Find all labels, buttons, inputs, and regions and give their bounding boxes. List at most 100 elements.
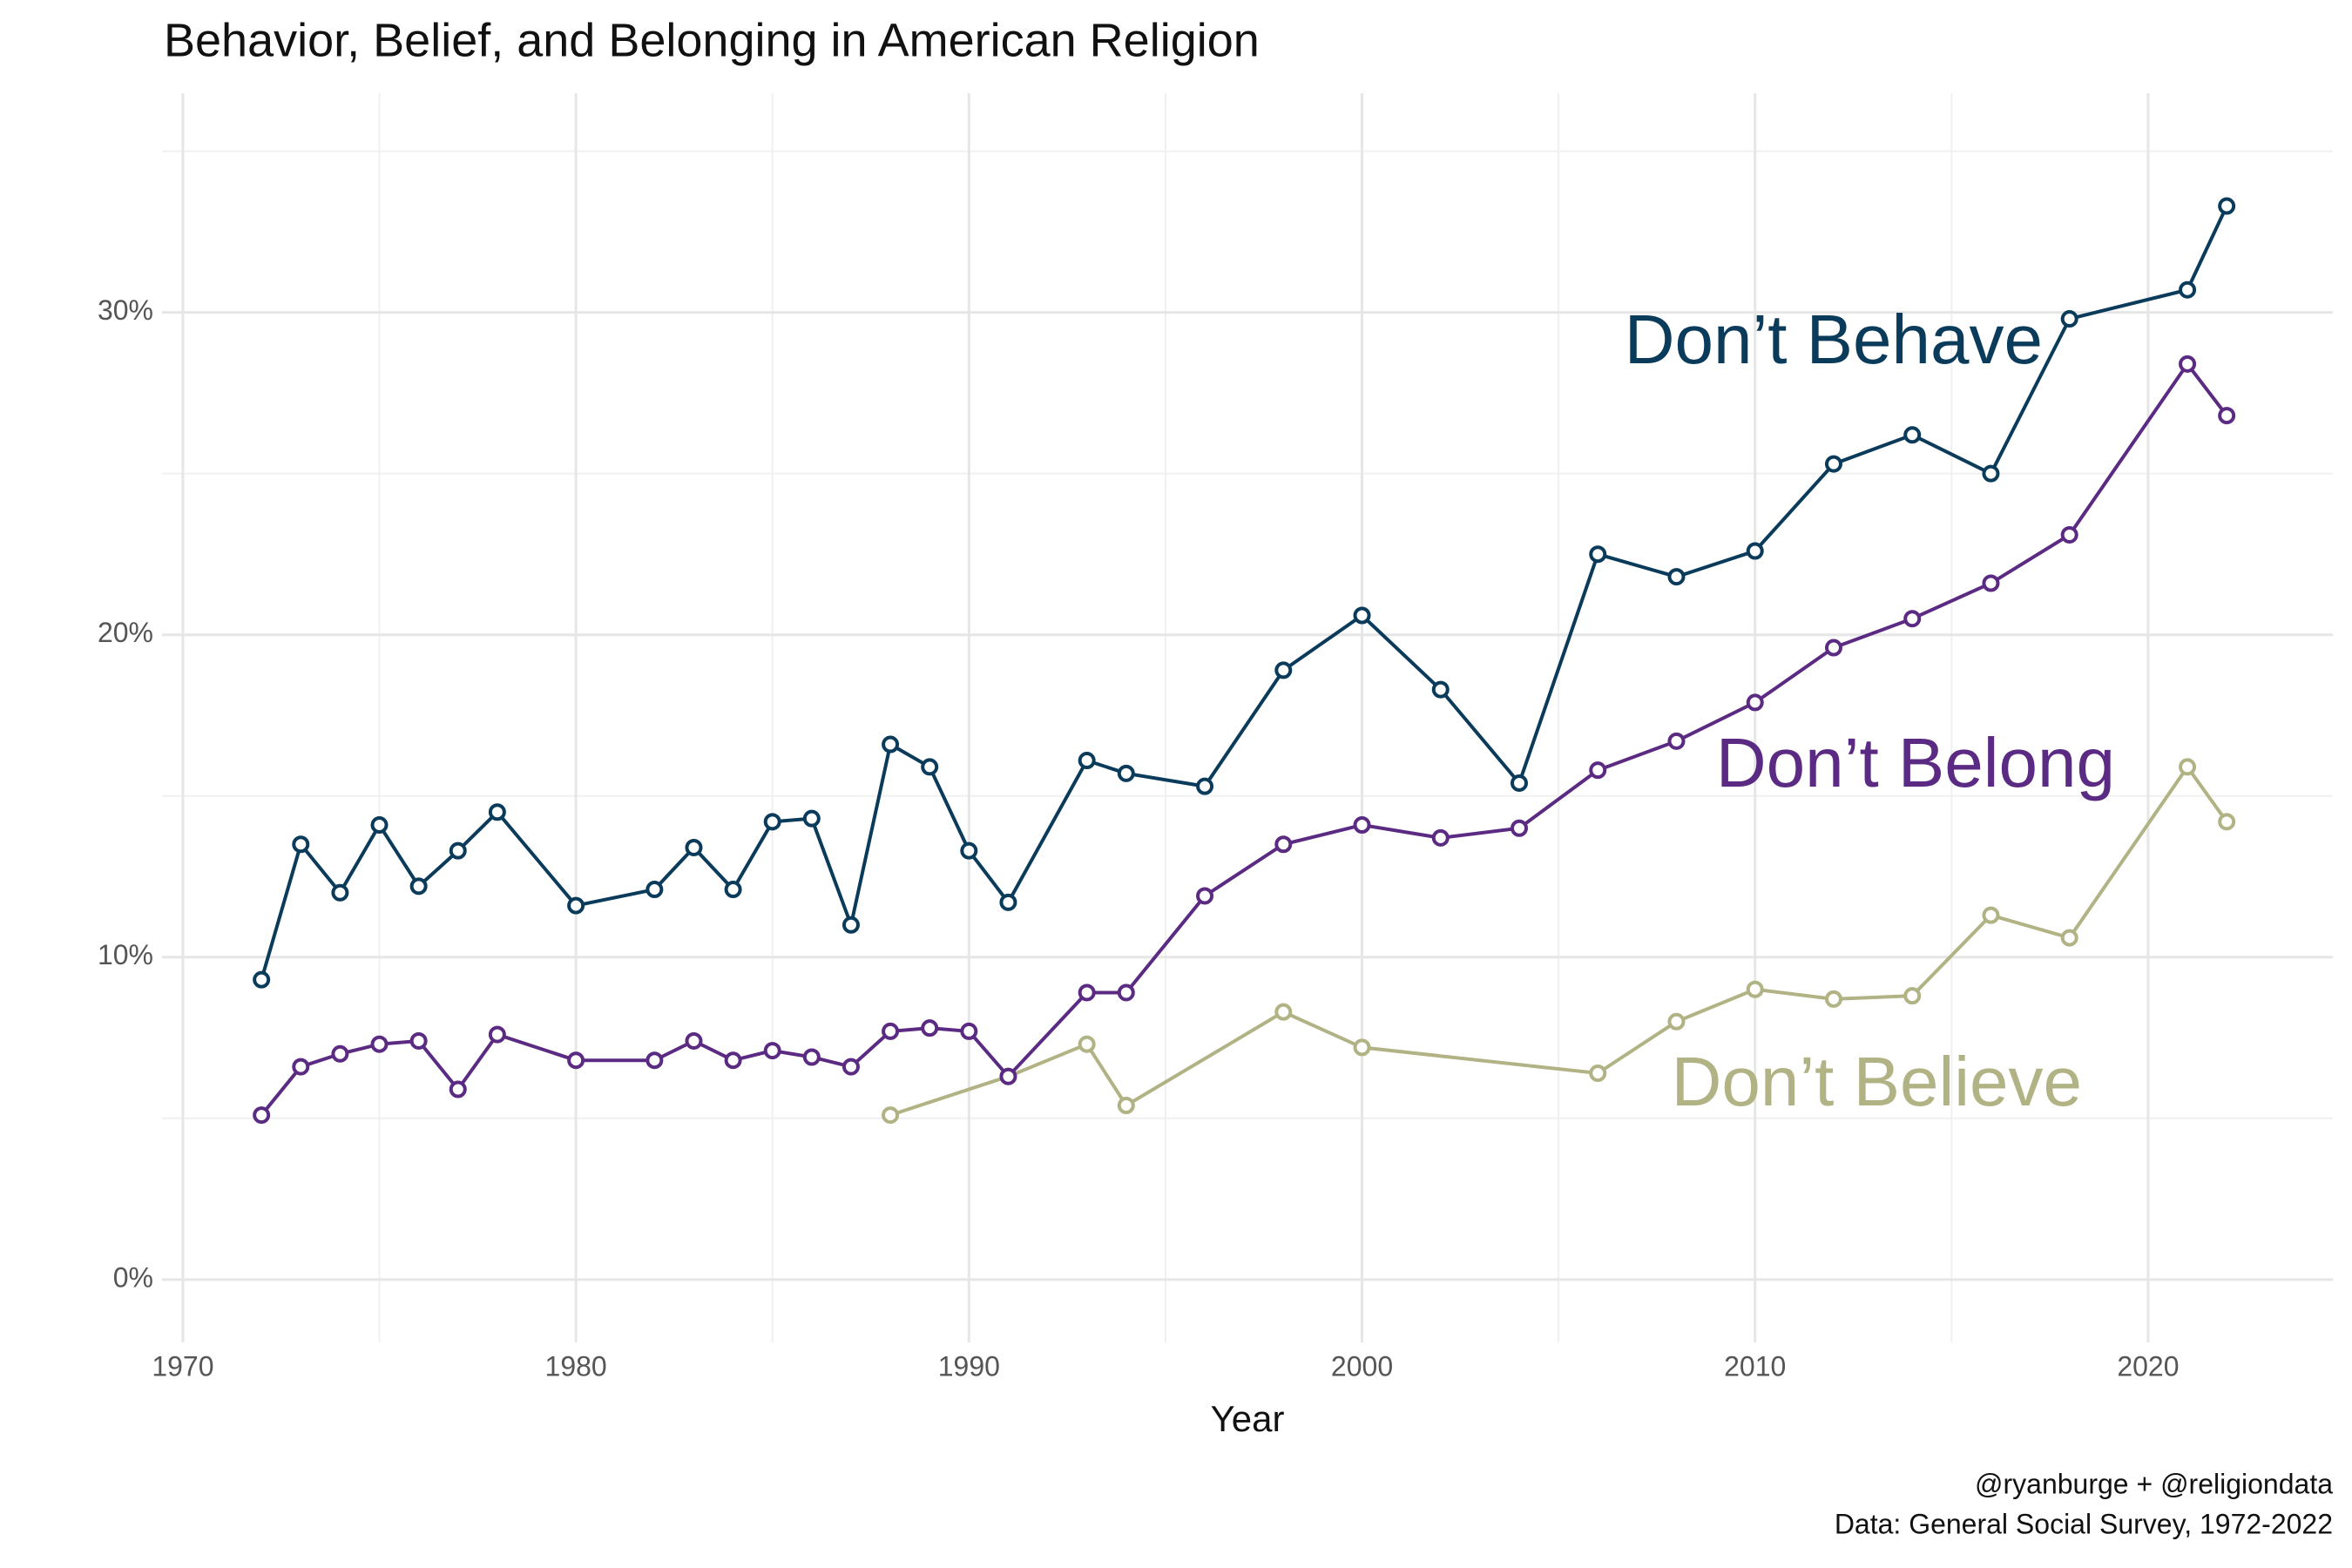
data-point [292,835,310,854]
data-point [370,1035,389,1053]
data-point [802,809,821,828]
data-point [1117,983,1135,1002]
x-tick-label: 1970 [152,1350,213,1382]
data-point [488,1025,506,1044]
data-point [292,1058,310,1076]
data-point [409,1031,428,1050]
data-point [724,881,742,899]
data-point [567,896,585,915]
data-point [253,970,271,989]
data-point [409,877,428,896]
data-point [1667,1012,1686,1031]
data-point [1589,545,1607,564]
data-point [2060,929,2078,947]
data-point [1903,987,1922,1005]
data-point [2218,813,2236,831]
data-point [1903,610,1922,628]
data-point [724,1051,742,1070]
data-point [763,813,781,831]
x-axis-label: Year [1211,1398,1285,1439]
data-point [2060,525,2078,544]
x-tick-label: 1990 [938,1350,1000,1382]
data-point [1117,1097,1135,1115]
data-point [1746,693,1764,712]
data-point [1274,835,1293,854]
data-point [645,1051,664,1070]
caption: @ryanburge + @religiondata [1975,1468,2333,1499]
grid: 0% 10% 20% 30% 1970 1980 1990 2000 2010 2020 [98,93,2333,1382]
caption: Data: General Social Survey, 1972-2022 [1835,1508,2333,1539]
annotation: Don’t Belong [1716,724,2115,801]
data-point [921,1019,939,1037]
data-point [685,838,703,856]
data-point [1274,661,1293,679]
x-tick-label: 1980 [545,1350,607,1382]
data-point [1982,574,2000,592]
data-point [1431,680,1450,699]
data-point [1353,1038,1371,1057]
data-point [1511,819,1529,837]
data-point [999,1067,1017,1085]
data-point [1667,732,1686,750]
chart-title: Behavior, Belief, and Belonging in Ameri… [164,14,1260,66]
data-point [2179,758,2197,776]
data-point [685,1031,703,1050]
data-point [960,1022,978,1040]
data-point [331,1044,349,1063]
data-point [1667,568,1686,586]
data-point [1589,761,1607,780]
y-tick-label: 20% [98,617,153,648]
data-point [1078,752,1096,770]
data-point [1746,542,1764,560]
data-point [1511,774,1529,792]
data-point [841,1058,860,1076]
data-point [882,1022,900,1040]
data-point [2218,197,2236,215]
data-point [999,893,1017,911]
data-point [1274,1003,1293,1021]
data-point [1824,990,1842,1008]
x-tick-label: 2010 [1724,1350,1786,1382]
x-tick-label: 2020 [2117,1350,2179,1382]
data-point [1196,777,1214,795]
data-point [1078,983,1096,1002]
data-point [1824,639,1842,657]
series-line [260,361,2228,1117]
data-point [567,1051,585,1070]
data-point [882,735,900,754]
y-tick-label: 0% [113,1261,153,1293]
data-point [921,758,939,776]
data-point [1903,426,1922,444]
annotation: Don’t Believe [1672,1043,2082,1120]
data-point [763,1042,781,1060]
data-point [2218,407,2236,425]
data-point [2060,310,2078,328]
series-line [260,205,2228,981]
data-point [331,883,349,902]
data-point [1746,980,1764,998]
data-point [449,841,467,860]
data-point [370,816,389,835]
y-tick-label: 10% [98,939,153,970]
y-tick-label: 30% [98,294,153,326]
data-point [1982,464,2000,483]
data-point [1982,906,2000,924]
data-point [802,1048,821,1066]
data-point [2179,280,2197,299]
data-point [449,1080,467,1098]
data-point [1431,828,1450,847]
data-point [253,1106,271,1125]
data-point [488,803,506,821]
data-point [1078,1035,1096,1053]
data-point [1117,764,1135,782]
data-point [2179,355,2197,373]
data-point [960,841,978,860]
x-tick-label: 2000 [1331,1350,1393,1382]
plot [253,197,2236,1125]
annotation: Don’t Behave [1625,301,2043,378]
data-point [1353,606,1371,625]
data-point [1196,887,1214,905]
data-point [1353,816,1371,835]
